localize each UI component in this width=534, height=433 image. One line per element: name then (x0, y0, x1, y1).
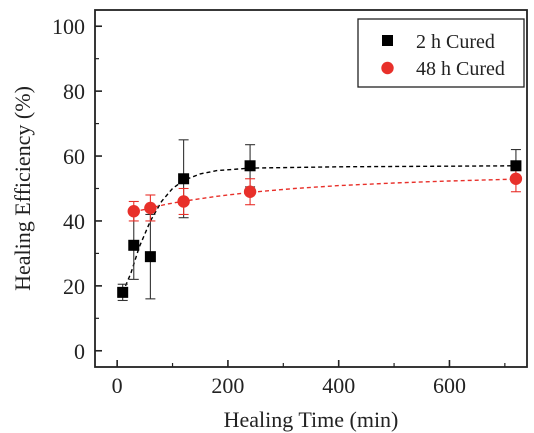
data-point-square (117, 286, 129, 298)
data-point-square (144, 251, 156, 263)
y-axis-title: Healing Efficiency (%) (10, 86, 35, 291)
fit-curves (124, 165, 516, 287)
legend: 2 h Cured 48 h Cured (357, 18, 525, 88)
x-axis-title: Healing Time (min) (224, 407, 399, 432)
y-tick-label: 60 (63, 144, 85, 169)
x-tick-label: 200 (211, 373, 244, 398)
y-tick-label: 0 (74, 339, 85, 364)
data-point-circle (243, 185, 257, 198)
data-point-square (128, 239, 140, 251)
y-tick-label: 40 (63, 209, 85, 234)
y-axis-ticks: 0 20 40 60 80 100 (52, 14, 102, 364)
data-point-circle (127, 205, 140, 218)
legend-box (357, 18, 525, 88)
fit-curve-series-1 (133, 178, 516, 213)
legend-marker-2h-cured (382, 35, 393, 46)
x-tick-label: 400 (322, 373, 355, 398)
data-point-circle (177, 195, 190, 208)
legend-marker-48h-cured (381, 61, 394, 75)
data-point-square (510, 160, 522, 172)
legend-label-48h-cured: 48 h Cured (416, 58, 505, 80)
y-tick-label: 80 (63, 79, 85, 104)
y-tick-label: 20 (63, 274, 85, 299)
data-markers (117, 160, 523, 298)
data-point-circle (144, 201, 157, 215)
legend-label-2h-cured: 2 h Cured (416, 31, 495, 53)
x-tick-label: 600 (433, 373, 466, 398)
y-tick-label: 100 (52, 14, 85, 39)
data-point-square (178, 173, 190, 185)
data-point-square (244, 160, 256, 172)
data-point-circle (509, 172, 523, 185)
fit-curve-series-0 (124, 165, 516, 287)
x-tick-label: 0 (112, 373, 123, 398)
x-axis-ticks: 0 200 400 600 (112, 360, 506, 398)
